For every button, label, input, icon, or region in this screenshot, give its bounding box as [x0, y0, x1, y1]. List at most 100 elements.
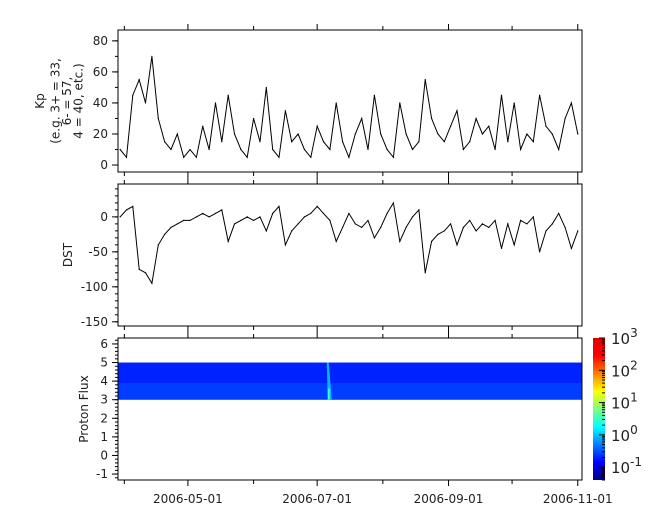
- y-tick-label: -50: [88, 245, 108, 259]
- data-point: [335, 240, 337, 242]
- data-point: [443, 141, 445, 143]
- data-point: [195, 216, 197, 218]
- colorbar-tick-base: 10: [611, 427, 630, 445]
- data-point: [125, 209, 128, 211]
- data-point: [469, 219, 471, 221]
- data-point: [265, 230, 267, 232]
- data-point: [329, 148, 331, 151]
- y-tick-label: 3: [100, 393, 108, 407]
- data-point: [424, 79, 426, 81]
- data-point: [386, 212, 388, 214]
- data-point: [246, 156, 248, 158]
- data-point: [170, 148, 172, 151]
- data-point: [392, 202, 395, 204]
- x-tick-label: 2006-11-01: [543, 492, 613, 506]
- y-tick-label: 1: [100, 430, 108, 444]
- data-point: [322, 141, 325, 143]
- data-point: [526, 223, 528, 225]
- data-point: [119, 216, 121, 218]
- data-point: [297, 133, 299, 135]
- colorbar-tick-label: 101: [611, 391, 638, 413]
- data-point: [564, 226, 566, 228]
- data-point: [284, 110, 286, 112]
- data-point: [170, 226, 172, 228]
- data-point: [157, 244, 159, 246]
- data-point: [481, 223, 484, 225]
- y-tick-label: 2: [100, 411, 108, 425]
- data-point: [545, 125, 547, 127]
- data-point: [500, 247, 503, 249]
- data-point: [430, 240, 433, 242]
- y-tick-label: 60: [93, 65, 108, 79]
- flux-band-lower: [118, 382, 582, 400]
- y-axis-label: 6- = 57,: [60, 77, 74, 126]
- data-point: [386, 148, 388, 151]
- data-point: [494, 148, 496, 151]
- proton-flux-panel: -1 0 1 2 3 4 5 6 Proton Flux: [77, 332, 583, 486]
- colorbar-tick-label: 102: [611, 358, 638, 380]
- data-point: [373, 94, 375, 96]
- plot-frame: [117, 183, 583, 327]
- colorbar-tick-base: 10: [611, 395, 630, 413]
- y-tick-label: 6: [100, 337, 108, 351]
- data-point: [125, 156, 128, 158]
- data-point: [316, 205, 318, 207]
- data-point: [348, 212, 350, 214]
- data-point: [252, 117, 255, 120]
- data-point: [138, 79, 140, 81]
- data-point: [367, 219, 369, 221]
- y-tick-label: 5: [100, 356, 108, 370]
- data-point: [189, 148, 191, 151]
- data-point: [469, 141, 471, 143]
- y-tick-label: -1: [96, 467, 108, 481]
- data-point: [176, 133, 178, 135]
- data-point: [233, 223, 236, 225]
- data-point: [456, 244, 458, 246]
- data-point: [418, 141, 420, 143]
- y-axis-label: Kp: [33, 93, 47, 109]
- y-tick-label: -150: [81, 315, 108, 329]
- colorbar-tick-label: 100: [611, 423, 638, 445]
- data-point: [570, 102, 573, 104]
- y-axis-label: Proton Flux: [77, 375, 91, 442]
- x-tick-label: 2006-09-01: [414, 492, 484, 506]
- x-axis-tick-labels: 2006-05-01 2006-07-01 2006-09-01 2006-11-01: [153, 492, 613, 506]
- colorbar-tick-base: 10: [611, 459, 630, 477]
- data-point: [151, 282, 153, 284]
- data-point: [284, 244, 286, 246]
- data-point: [354, 223, 356, 225]
- data-point: [494, 219, 496, 221]
- y-tick-label: 20: [93, 127, 108, 141]
- data-point: [202, 125, 204, 127]
- dst-series-line: [119, 201, 579, 285]
- x-tick-label: 2006-05-01: [153, 492, 223, 506]
- data-point: [214, 212, 217, 214]
- data-point: [411, 216, 414, 218]
- data-point: [221, 209, 223, 211]
- data-point: [392, 156, 395, 158]
- y-tick-label: 0: [100, 158, 108, 172]
- data-point: [164, 233, 166, 235]
- data-point: [144, 102, 147, 104]
- data-point: [577, 133, 579, 135]
- data-point: [551, 223, 553, 225]
- data-point: [481, 133, 484, 135]
- data-point: [157, 117, 159, 120]
- data-point: [278, 156, 280, 158]
- data-point: [519, 219, 522, 221]
- data-point: [354, 133, 356, 135]
- data-point: [259, 216, 261, 218]
- data-point: [297, 223, 299, 225]
- data-point: [380, 226, 382, 228]
- data-point: [462, 148, 464, 151]
- data-point: [399, 240, 401, 242]
- colorbar-tick-exponent: 2: [630, 358, 638, 372]
- data-point: [488, 125, 490, 127]
- data-point: [240, 219, 242, 221]
- data-point: [507, 141, 509, 143]
- colorbar-tick-base: 10: [611, 362, 630, 380]
- x-tick-label: 2006-07-01: [282, 492, 352, 506]
- data-point: [437, 233, 439, 235]
- colorbar-fill: [593, 338, 605, 480]
